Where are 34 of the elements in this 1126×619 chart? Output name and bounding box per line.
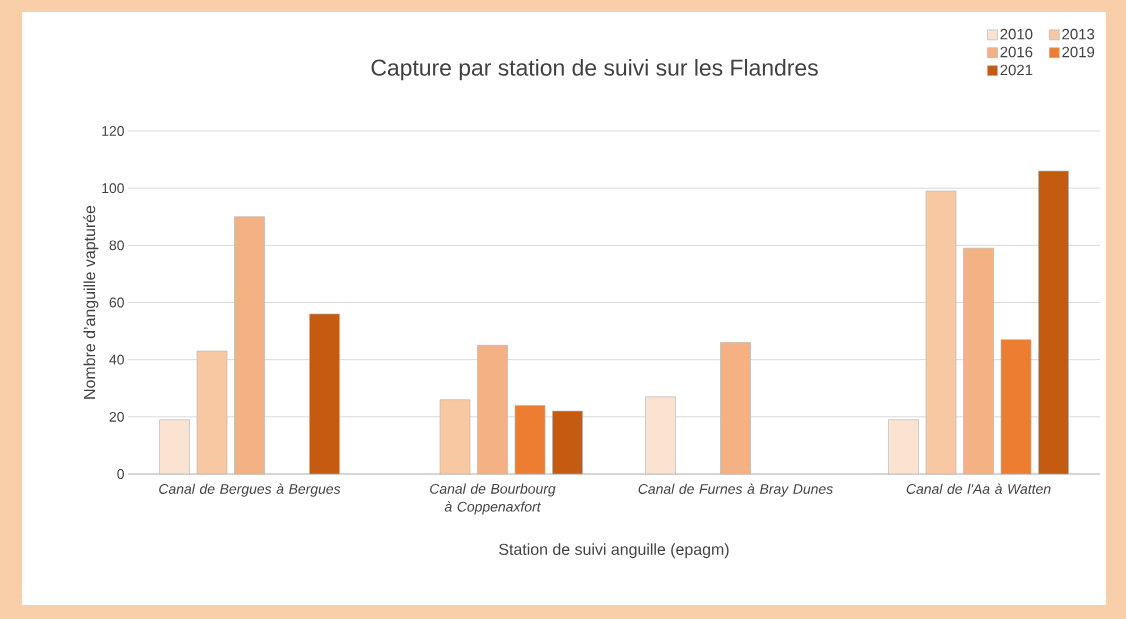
bar — [159, 419, 190, 475]
bar — [477, 345, 508, 475]
y-tick-label: 20 — [109, 411, 124, 422]
legend-label: 2016 — [1000, 46, 1033, 58]
y-tick-label: 120 — [102, 126, 124, 136]
bar — [196, 350, 228, 475]
y-tick-label: 100 — [102, 183, 124, 194]
bar — [439, 399, 471, 475]
chart-title: Capture par station de suivi sur les Flandres — [371, 58, 818, 81]
bar — [963, 247, 994, 475]
bar — [925, 190, 957, 475]
x-axis-title: Station de suivi anguille (epagm) — [499, 543, 729, 559]
bar — [1000, 339, 1032, 475]
bar — [888, 419, 919, 475]
x-tick-label: Canal de Bergues à Bergues — [159, 483, 341, 497]
y-tick-label: 60 — [109, 297, 124, 308]
x-tick-label: Canal de l'Aa à Watten — [906, 483, 1051, 494]
x-tick-label: Canal de Furnes à Bray Dunes — [638, 483, 833, 497]
y-axis-title: Nombre d’anguille vapturée — [83, 205, 99, 399]
legend-label: 2019 — [1062, 46, 1095, 58]
bar — [309, 313, 340, 475]
y-tick-label: 0 — [117, 469, 124, 479]
x-tick-label: Canal de Bourbourg à Coppenaxfort — [430, 483, 556, 515]
y-tick-label: 40 — [109, 354, 124, 365]
bar — [1038, 170, 1069, 475]
y-tick-label: 80 — [109, 240, 124, 251]
bar — [514, 405, 546, 475]
bar — [645, 396, 676, 475]
bar — [234, 216, 265, 475]
legend-label: 2013 — [1062, 28, 1095, 40]
bar — [552, 410, 583, 475]
legend-label: 2021 — [1000, 64, 1033, 76]
bar — [720, 342, 751, 475]
legend-label: 2010 — [1000, 28, 1033, 40]
